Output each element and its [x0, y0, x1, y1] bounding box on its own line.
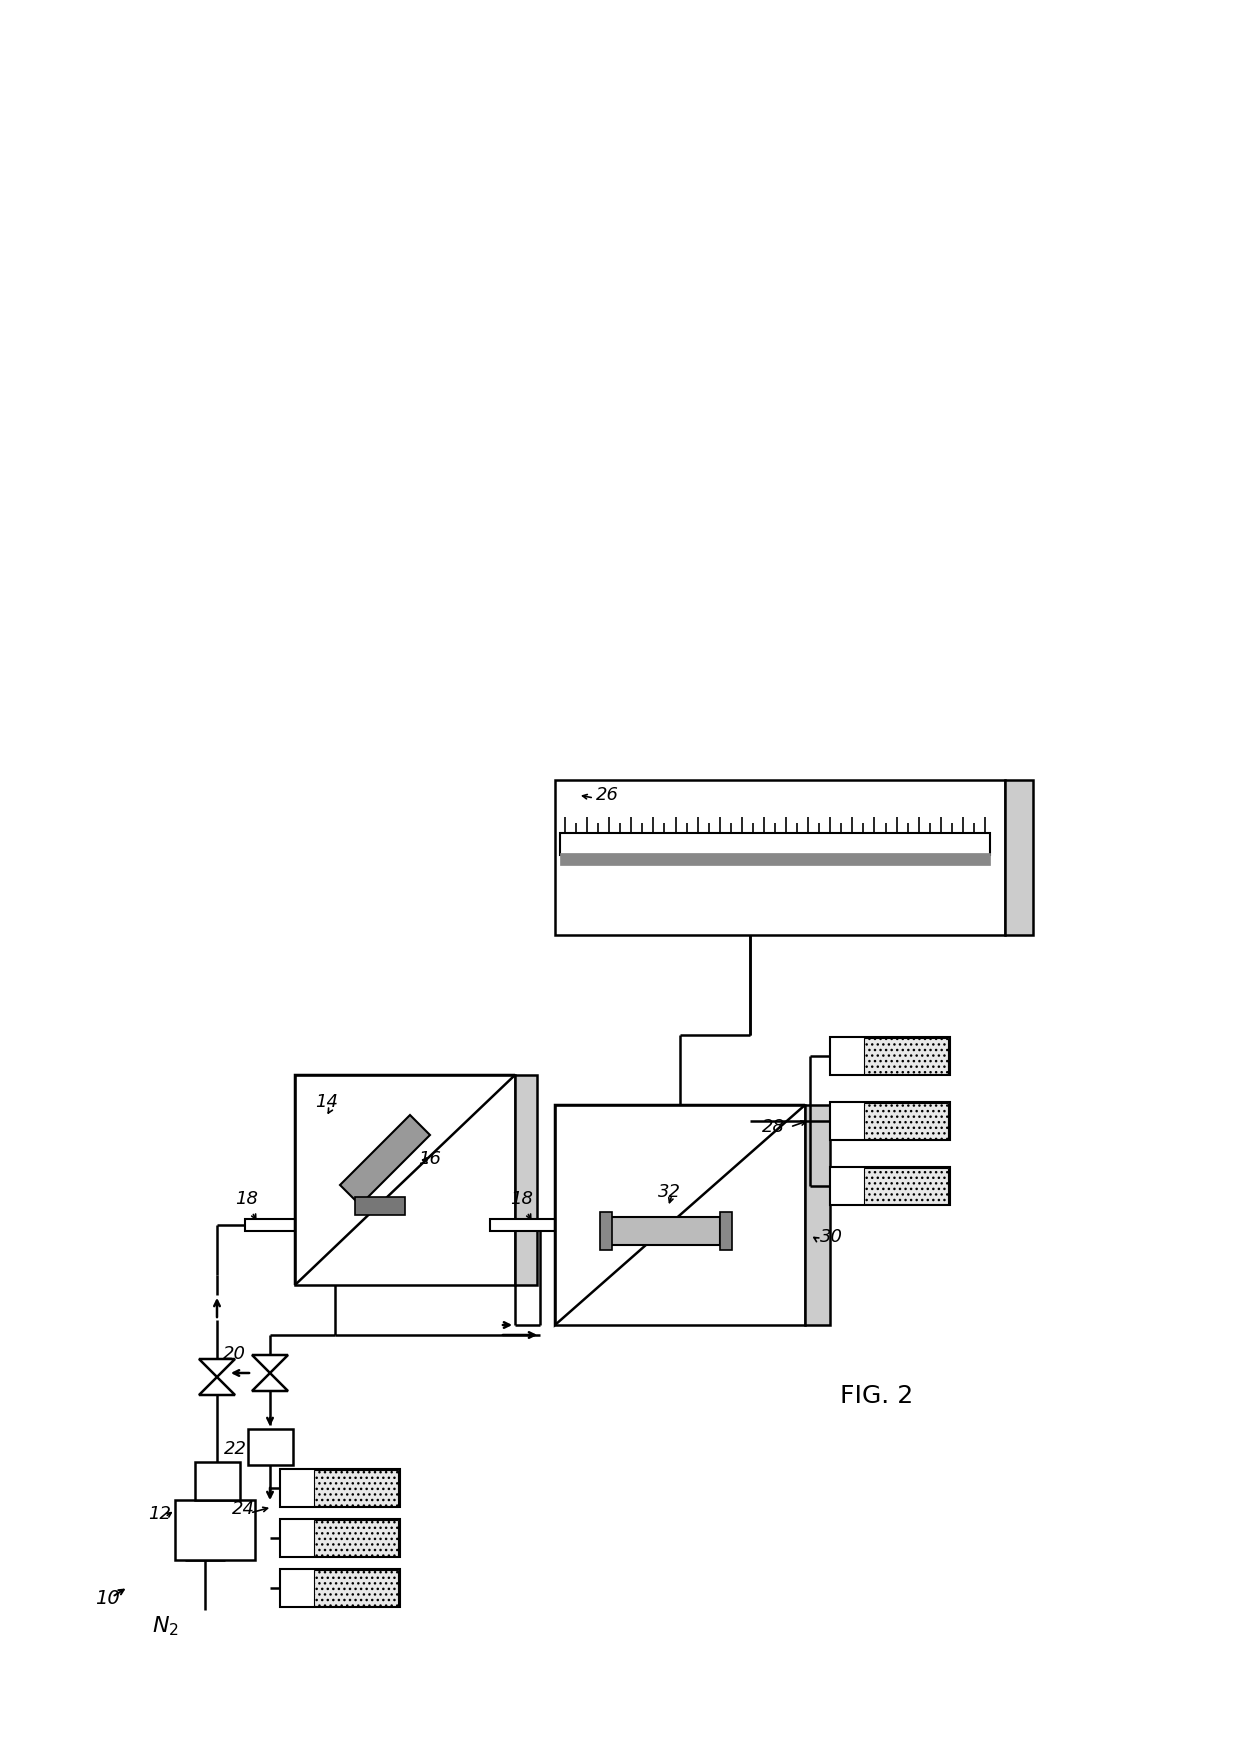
Bar — [720, 1213, 732, 1250]
Bar — [830, 1102, 950, 1141]
Bar — [560, 853, 990, 865]
Bar — [314, 1471, 398, 1506]
Polygon shape — [252, 1372, 288, 1392]
Bar — [1004, 781, 1033, 935]
Text: 24: 24 — [232, 1499, 255, 1516]
Text: $N_2$: $N_2$ — [151, 1613, 179, 1637]
Text: 16: 16 — [418, 1150, 441, 1167]
Text: FIG. 2: FIG. 2 — [839, 1383, 913, 1408]
Polygon shape — [198, 1378, 236, 1395]
Bar — [515, 1076, 537, 1285]
Bar — [490, 1220, 556, 1232]
Bar — [280, 1569, 401, 1608]
Text: 26: 26 — [596, 786, 619, 804]
Bar — [805, 1106, 830, 1325]
Bar — [610, 1218, 720, 1246]
Bar — [295, 1076, 515, 1285]
Text: 10: 10 — [95, 1588, 120, 1608]
Bar — [248, 1429, 293, 1465]
Text: 22: 22 — [224, 1439, 247, 1457]
Text: 18: 18 — [510, 1190, 533, 1207]
Polygon shape — [252, 1355, 288, 1372]
Bar — [175, 1501, 255, 1560]
Text: 20: 20 — [223, 1344, 246, 1362]
Bar — [280, 1469, 401, 1508]
Text: 14: 14 — [315, 1092, 339, 1111]
Bar — [560, 834, 990, 855]
Bar — [280, 1520, 401, 1557]
Bar — [195, 1462, 241, 1501]
Text: 18: 18 — [236, 1190, 258, 1207]
Polygon shape — [340, 1116, 430, 1206]
Bar — [600, 1213, 613, 1250]
Bar — [830, 1167, 950, 1206]
Polygon shape — [198, 1358, 236, 1378]
Bar — [355, 1197, 405, 1214]
Text: 12: 12 — [148, 1504, 171, 1522]
Bar — [863, 1039, 949, 1074]
Bar — [556, 1106, 805, 1325]
Bar — [863, 1169, 949, 1204]
Bar — [246, 1220, 295, 1232]
Bar — [556, 781, 1004, 935]
Text: 30: 30 — [820, 1227, 843, 1246]
Bar — [863, 1104, 949, 1139]
Bar — [314, 1520, 398, 1557]
Text: 32: 32 — [658, 1183, 681, 1200]
Text: 28: 28 — [763, 1118, 785, 1135]
Bar — [314, 1571, 398, 1606]
Bar — [830, 1037, 950, 1076]
